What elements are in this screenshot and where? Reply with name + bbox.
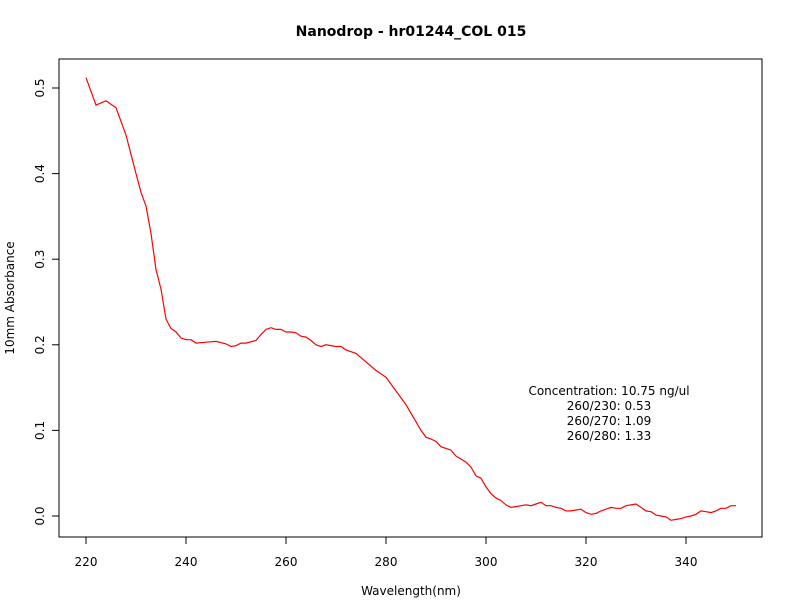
y-tick-label: 0.4 [33,164,47,183]
y-axis-label: 10mm Absorbance [3,241,17,354]
x-axis-label: Wavelength(nm) [361,584,461,598]
x-tick-label: 220 [75,555,98,569]
annotation-line: 260/280: 1.33 [567,429,651,443]
x-tick-label: 340 [675,555,698,569]
x-tick-label: 320 [575,555,598,569]
y-axis: 0.0 0.1 0.2 0.3 0.4 0.5 [33,78,60,526]
x-tick-label: 260 [275,555,298,569]
chart-title: Nanodrop - hr01244_COL 015 [296,24,527,40]
y-tick-label: 0.2 [33,335,47,354]
annotation-line: 260/230: 0.53 [567,399,651,413]
y-tick-label: 0.5 [33,78,47,97]
y-tick-label: 0.3 [33,250,47,269]
x-tick-label: 300 [475,555,498,569]
y-tick-label: 0.0 [33,506,47,525]
annotation-line: 260/270: 1.09 [567,414,651,428]
y-tick-label: 0.1 [33,421,47,440]
x-axis: 220 240 260 280 300 320 340 [75,536,698,569]
x-tick-label: 280 [375,555,398,569]
x-tick-label: 240 [175,555,198,569]
absorbance-series-line [85,77,736,521]
annotation-line: Concentration: 10.75 ng/ul [528,384,689,398]
plot-frame [58,58,763,538]
